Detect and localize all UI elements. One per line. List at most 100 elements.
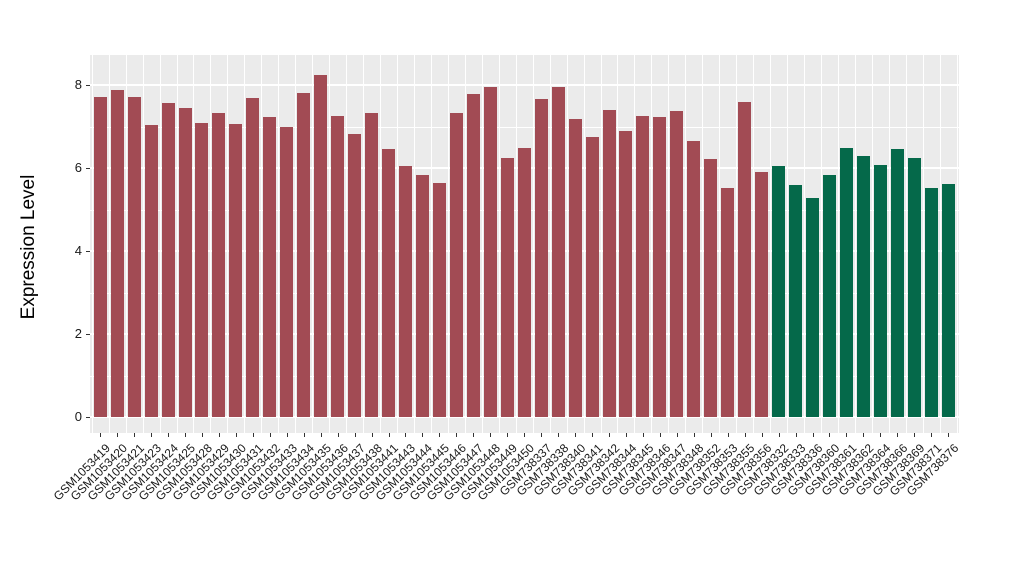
x-tick (592, 433, 594, 437)
gridline-vertical (464, 55, 466, 433)
bar-GSM1053436 (331, 116, 345, 417)
x-tick (218, 433, 220, 437)
bar-GSM738348 (687, 140, 701, 417)
bar-GSM738333 (789, 185, 803, 417)
y-tick (86, 251, 90, 252)
x-tick (456, 433, 458, 437)
gridline-vertical (108, 55, 110, 433)
bar-GSM1053432 (263, 116, 277, 417)
x-tick (727, 433, 729, 437)
x-tick (185, 433, 186, 437)
gridline-major (90, 416, 959, 418)
bar-GSM738332 (772, 165, 786, 417)
bar-GSM738346 (653, 117, 667, 417)
bar-GSM1053423 (144, 124, 158, 417)
bar-GSM738342 (602, 109, 616, 417)
x-tick (676, 433, 678, 437)
x-tick (863, 433, 865, 437)
gridline-major (90, 84, 959, 86)
gridline-vertical (566, 55, 568, 433)
gridline-vertical (346, 55, 348, 433)
gridline-vertical (956, 55, 958, 433)
gridline-vertical (685, 55, 687, 433)
x-tick (507, 433, 509, 437)
x-tick (286, 433, 288, 437)
y-tick (86, 168, 90, 169)
x-tick (252, 433, 254, 437)
bar-GSM1053445 (432, 182, 446, 417)
bar-GSM1053435 (314, 74, 328, 417)
gridline-vertical (651, 55, 653, 433)
gridline-vertical (227, 55, 229, 433)
bar-GSM1053441 (382, 148, 396, 417)
bar-GSM738361 (839, 148, 853, 417)
gridline-vertical (278, 55, 280, 433)
bar-GSM738353 (721, 187, 735, 417)
gridline-vertical (787, 55, 789, 433)
bar-GSM738364 (873, 165, 887, 417)
gridline-vertical (125, 55, 127, 433)
x-tick (354, 433, 356, 437)
x-tick (948, 433, 950, 437)
bar-GSM738356 (755, 171, 769, 417)
bar-GSM1053447 (466, 93, 480, 417)
x-tick (371, 433, 373, 437)
gridline-vertical (481, 55, 483, 433)
x-tick (558, 433, 560, 437)
bar-GSM1053428 (195, 122, 209, 417)
gridline-vertical (430, 55, 432, 433)
gridline-vertical (176, 55, 178, 433)
gridline-vertical (380, 55, 382, 433)
gridline-vertical (295, 55, 297, 433)
bar-GSM1053448 (483, 86, 497, 417)
gridline-vertical (244, 55, 246, 433)
x-tick (473, 433, 475, 437)
y-tick (86, 334, 90, 335)
x-tick (761, 433, 763, 437)
x-tick (100, 433, 102, 437)
bar-GSM738344 (619, 131, 633, 417)
gridline-vertical (753, 55, 755, 433)
bar-GSM738366 (890, 149, 904, 417)
gridline-vertical (447, 55, 449, 433)
bar-GSM1053449 (500, 158, 514, 417)
x-tick (337, 433, 339, 437)
gridline-vertical (159, 55, 161, 433)
x-tick (642, 433, 644, 437)
x-tick (880, 433, 882, 437)
x-tick (625, 433, 627, 437)
x-tick (541, 433, 543, 437)
gridline-vertical (854, 55, 856, 433)
gridline-vertical (617, 55, 619, 433)
x-tick (829, 433, 831, 437)
bar-GSM738340 (568, 119, 582, 417)
y-tick-label: 0 (74, 409, 82, 424)
x-tick (151, 433, 153, 437)
x-tick (269, 433, 271, 437)
gridline-vertical (719, 55, 721, 433)
bar-GSM1053421 (127, 97, 141, 417)
bar-GSM738371 (924, 188, 938, 417)
bar-GSM1053446 (449, 113, 463, 417)
x-tick (931, 433, 933, 437)
x-tick (693, 433, 695, 437)
gridline-vertical (804, 55, 806, 433)
x-tick (134, 433, 136, 437)
bar-GSM1053429 (212, 113, 226, 417)
bar-GSM1053419 (93, 96, 107, 417)
x-tick (235, 433, 237, 437)
x-tick (320, 433, 322, 437)
x-tick (439, 433, 441, 437)
gridline-vertical (515, 55, 517, 433)
x-tick (490, 433, 492, 437)
y-axis-title: Expression Level (18, 174, 39, 320)
gridline-vertical (939, 55, 941, 433)
bar-GSM1053443 (398, 165, 412, 417)
gridline-vertical (668, 55, 670, 433)
gridline-vertical (261, 55, 263, 433)
gridline-vertical (363, 55, 365, 433)
gridline-vertical (837, 55, 839, 433)
gridline-vertical (736, 55, 738, 433)
gridline-vertical (634, 55, 636, 433)
